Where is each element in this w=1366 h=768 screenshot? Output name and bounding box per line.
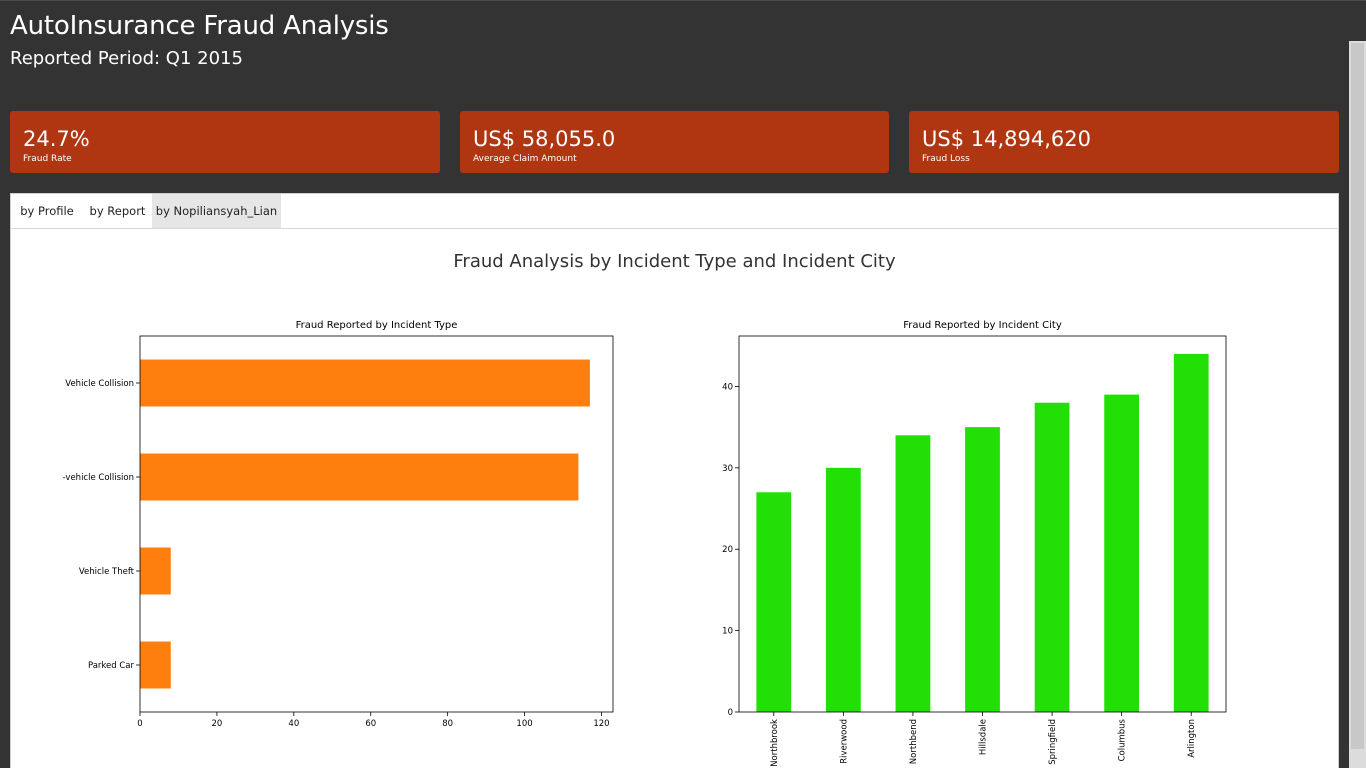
- tab-by-nopiliansyah-lian[interactable]: by Nopiliansyah_Lian: [152, 194, 281, 228]
- y-tick-label-1: 10: [722, 627, 733, 637]
- y-tick-label-3: 30: [722, 464, 733, 474]
- content-title: Fraud Analysis by Incident Type and Inci…: [453, 251, 896, 272]
- bar-4: [1034, 402, 1070, 712]
- x-tick-label-3: Hillsdale: [979, 719, 989, 755]
- plot-frame: [738, 335, 1227, 713]
- y-tick-label-2: 20: [722, 545, 733, 555]
- tab-by-report[interactable]: by Report: [89, 204, 146, 218]
- kpi-label-average-claim: Average Claim Amount: [473, 154, 577, 164]
- x-tick-label-1: 20: [211, 719, 222, 726]
- y-tick-label-3: Parked Car: [88, 661, 135, 671]
- x-tick-label-1: Riverwood: [839, 719, 849, 764]
- kpi-label-fraud-loss: Fraud Loss: [922, 154, 970, 164]
- bar-5: [1104, 394, 1140, 712]
- y-tick-label-2: Vehicle Theft: [79, 567, 135, 577]
- kpi-value-fraud-loss: US$ 14,894,620: [922, 127, 1091, 151]
- kpi-card-fraud-loss: US$ 14,894,620 Fraud Loss: [909, 111, 1339, 173]
- tab-bar: by Profile by Report by Nopiliansyah_Lia…: [11, 194, 1338, 229]
- bar-1: [140, 453, 579, 501]
- x-tick-label-3: 60: [365, 719, 376, 726]
- kpi-card-fraud-rate: 24.7% Fraud Rate: [10, 111, 440, 173]
- kpi-label-fraud-rate: Fraud Rate: [23, 154, 72, 164]
- x-tick-label-5: Columbus: [1118, 718, 1128, 761]
- kpi-card-average-claim: US$ 58,055.0 Average Claim Amount: [460, 111, 889, 173]
- tab-by-profile[interactable]: by Profile: [20, 204, 74, 218]
- chart-incident-type: Fraud Reported by Incident Type Vehicle C…: [63, 320, 614, 726]
- y-tick-label-0: Vehicle Collision: [65, 379, 134, 389]
- x-tick-label-6: Arlington: [1187, 719, 1197, 758]
- x-tick-label-6: 120: [593, 719, 609, 726]
- bar-3: [140, 641, 171, 689]
- page-subtitle: Reported Period: Q1 2015: [10, 48, 243, 69]
- scrollbar-thumb[interactable]: [1351, 43, 1364, 749]
- bar-0: [756, 492, 792, 712]
- plot-frame: [139, 335, 614, 713]
- y-tick-label-0: 0: [728, 708, 733, 718]
- kpi-value-average-claim: US$ 58,055.0: [473, 127, 616, 151]
- x-tick-label-2: 40: [288, 719, 299, 726]
- page-title: AutoInsurance Fraud Analysis: [10, 11, 389, 41]
- chart-title: Fraud Reported by Incident City: [903, 320, 1062, 331]
- y-tick-label-4: 40: [722, 382, 733, 392]
- y-tick-label-1: -vehicle Collision: [63, 473, 134, 483]
- bar-2: [140, 547, 171, 595]
- bar-1: [825, 467, 861, 712]
- x-tick-label-0: 0: [137, 719, 142, 726]
- chart-title: Fraud Reported by Incident Type: [296, 320, 458, 331]
- bar-0: [140, 359, 590, 407]
- x-tick-label-2: Northbend: [909, 719, 919, 764]
- x-tick-label-4: Springfield: [1048, 719, 1058, 765]
- bar-2: [895, 435, 931, 712]
- tabs-panel: by Profile by Report by Nopiliansyah_Lia…: [10, 193, 1339, 768]
- x-tick-label-4: 80: [442, 719, 453, 726]
- kpi-value-fraud-rate: 24.7%: [23, 127, 90, 151]
- bar-6: [1173, 353, 1209, 712]
- chart-incident-city: Fraud Reported by Incident City Northbroo…: [722, 320, 1227, 767]
- x-tick-label-5: 100: [516, 719, 532, 726]
- bar-3: [965, 427, 1000, 712]
- x-tick-label-0: Northbrook: [770, 719, 780, 767]
